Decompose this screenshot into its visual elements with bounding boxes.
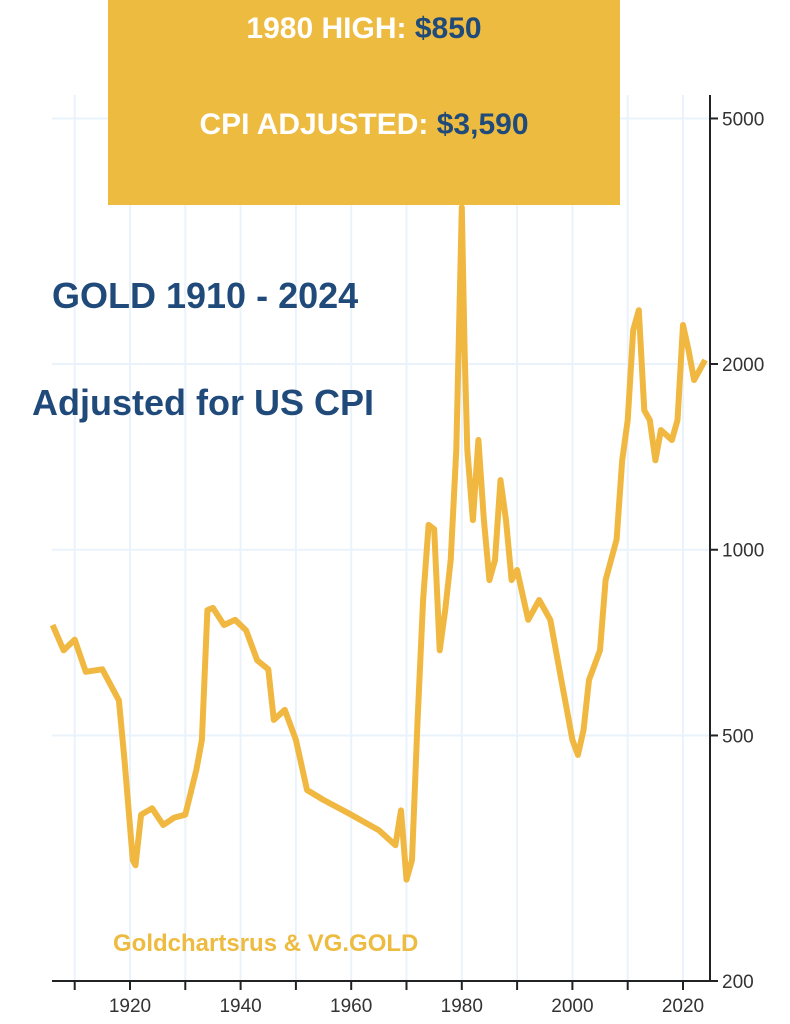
high-label: 1980 HIGH:	[246, 12, 407, 45]
y-tick-label: 2000	[722, 355, 764, 376]
cpi-annotation: CPI ADJUSTED: $3,590	[108, 108, 620, 142]
y-tick-label: 200	[722, 972, 754, 993]
y-tick-label: 1000	[722, 541, 764, 562]
annotation-box: 1980 HIGH: $850 CPI ADJUSTED: $3,590	[108, 0, 620, 205]
x-tick-label: 1940	[219, 996, 261, 1017]
y-tick-label: 5000	[722, 109, 764, 130]
chart-subtitle: Adjusted for US CPI	[32, 382, 375, 423]
series-line	[49, 204, 708, 883]
y-tick-label: 500	[722, 726, 754, 747]
chart-title: GOLD 1910 - 2024	[52, 275, 359, 316]
x-tick-label: 1920	[109, 996, 151, 1017]
grid	[52, 95, 710, 981]
credit-text: Goldchartsrus & VG.GOLD	[113, 930, 419, 957]
cpi-value: $3,590	[436, 108, 529, 141]
high-annotation: 1980 HIGH: $850	[108, 12, 620, 46]
x-tick-label: 2020	[662, 996, 704, 1017]
ticks: 1920 1940 1960 1980 2000 2020 5000 2000 1000 500 2…	[73, 109, 764, 1017]
x-tick-label: 2000	[551, 996, 593, 1017]
cpi-label: CPI ADJUSTED:	[199, 108, 429, 141]
x-tick-label: 1980	[441, 996, 483, 1017]
high-value: $850	[414, 12, 482, 45]
x-tick-label: 1960	[330, 996, 372, 1017]
